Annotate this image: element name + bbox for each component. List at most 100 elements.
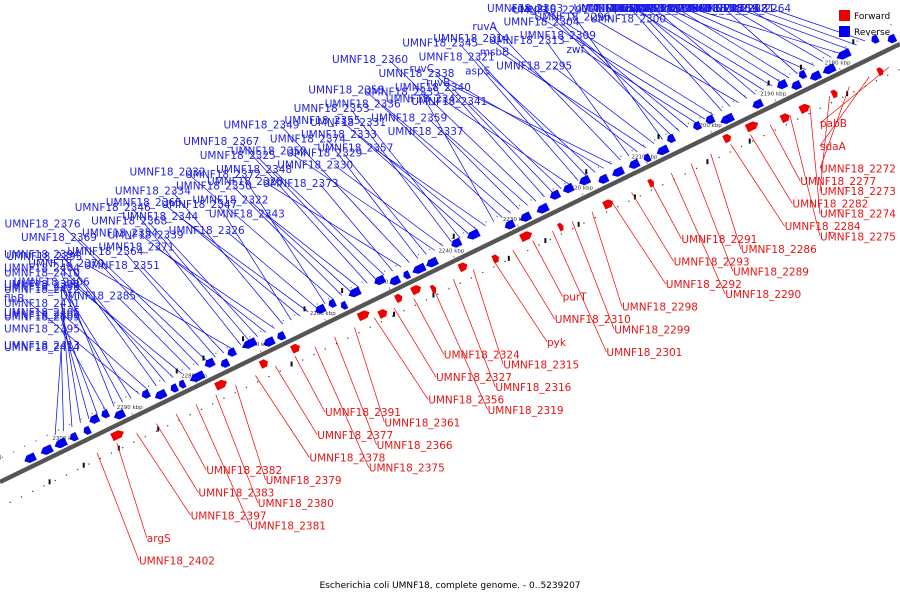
- frame-dot: [440, 243, 442, 245]
- forward-leader-line: [670, 173, 726, 295]
- frame-dot: [538, 244, 540, 246]
- frame-dot: [695, 167, 698, 170]
- reverse-gene-label: UMNF18_2414: [4, 342, 80, 354]
- reverse-gene: [101, 409, 111, 419]
- reverse-gene: [504, 219, 516, 230]
- frame-dot: [110, 452, 113, 454]
- reverse-gene: [520, 211, 533, 222]
- reverse-gene-label: UMNF18_2410: [4, 267, 80, 279]
- forward-leader-line: [393, 307, 437, 378]
- reverse-leader-line: [334, 164, 444, 247]
- frame-dot: [358, 332, 360, 334]
- frame-dot: [631, 150, 633, 152]
- reverse-gene-label: UMNF18_2367: [183, 136, 259, 148]
- reverse-leader-line: [367, 122, 461, 239]
- label-leader-lines: [24, 8, 890, 561]
- kbp-tick-mark: [259, 349, 262, 353]
- reverse-gene: [871, 34, 880, 44]
- forward-gene-label: UMNF18_2377: [317, 430, 393, 442]
- frame-mark: [290, 361, 293, 367]
- frame-dot: [313, 353, 315, 356]
- reverse-leader-line: [724, 8, 798, 75]
- reverse-gene: [114, 409, 127, 420]
- frame-dot: [797, 118, 799, 120]
- frame-dot: [9, 501, 11, 503]
- reverse-gene-label: UMNF18_2353: [294, 103, 370, 115]
- reverse-leader-line: [264, 181, 402, 268]
- frame-dot: [507, 210, 510, 212]
- forward-gene: [876, 67, 884, 77]
- frame-mark: [242, 336, 245, 342]
- reverse-gene-label: UMNF18_2342: [386, 94, 462, 106]
- forward-gene-label: pabB: [820, 118, 847, 130]
- frame-dot: [721, 106, 723, 108]
- forward-gene-label: UMNF18_2361: [384, 417, 460, 429]
- frame-dot: [890, 24, 892, 26]
- reverse-gene-label: UMNF18_2335: [364, 87, 440, 99]
- forward-gene-label: UMNF18_2327: [436, 372, 512, 384]
- reverse-gene-label: UMNF18_2372: [185, 169, 261, 181]
- reverse-leader-line: [542, 8, 714, 116]
- reverse-leader-line: [647, 19, 731, 107]
- forward-gene-label: UMNF18_2324: [444, 349, 520, 361]
- frame-mark: [341, 288, 344, 294]
- reverse-leader-line: [430, 68, 604, 169]
- reverse-leader-line: [240, 141, 368, 284]
- forward-gene-label: UMNF18_2282: [792, 199, 868, 211]
- kbp-tick-mark: [645, 161, 648, 165]
- frame-dot: [605, 211, 608, 213]
- reverse-gene-label: UMNF18_2303: [487, 3, 563, 15]
- frame-mark: [82, 462, 85, 468]
- reverse-gene-label: UMNF18_2376: [5, 218, 81, 230]
- forward-leader-line: [274, 365, 318, 436]
- forward-gene: [779, 113, 790, 124]
- frame-dot: [808, 113, 810, 115]
- kbp-tick-label: 2230 kbp: [503, 217, 529, 223]
- reverse-leader-line: [634, 8, 765, 91]
- frame-dot: [144, 436, 146, 438]
- reverse-leader-line: [669, 8, 807, 71]
- reverse-leader-line: [70, 282, 182, 374]
- reverse-gene: [628, 158, 641, 169]
- frame-dot: [665, 133, 667, 135]
- frame-dot: [122, 447, 124, 449]
- legend-forward-swatch: [839, 10, 850, 21]
- frame-dot: [77, 468, 79, 471]
- reverse-leader-line: [60, 312, 149, 391]
- frame-dot: [766, 84, 768, 86]
- reverse-leader-line: [661, 8, 781, 83]
- reverse-leader-line: [442, 99, 571, 185]
- reverse-gene-label: zwf: [566, 44, 584, 56]
- forward-leader-line: [373, 317, 429, 400]
- reverse-gene-label: UMNF18_2370: [28, 258, 104, 270]
- gene-labels: UMNF18_2264UMNF18_2281UMNF18_2259UMNF18_…: [4, 3, 896, 568]
- reverse-gene: [887, 33, 898, 44]
- reverse-leader-line: [544, 8, 672, 136]
- reverse-gene: [656, 144, 670, 156]
- frame-mark: [157, 426, 160, 432]
- frame-mark: [852, 39, 855, 45]
- reverse-leader-line: [435, 73, 545, 198]
- forward-leader-line: [195, 404, 251, 526]
- frame-dot: [594, 217, 596, 219]
- reverse-gene: [467, 228, 481, 240]
- reverse-gene-label: UMNF18_2271: [621, 3, 697, 15]
- forward-leader-line: [116, 442, 148, 539]
- reverse-gene: [549, 189, 562, 200]
- legend-reverse-label: Reverse: [854, 28, 891, 38]
- reverse-leader-line: [637, 8, 748, 99]
- reverse-leader-line: [343, 153, 427, 255]
- reverse-leader-line: [553, 66, 655, 144]
- reverse-leader-line: [164, 235, 258, 337]
- kbp-tick-mark: [324, 318, 326, 321]
- frame-dot: [732, 100, 735, 103]
- frame-dot: [459, 282, 461, 284]
- frame-dot: [527, 249, 529, 252]
- frame-dot: [519, 204, 521, 207]
- frame-dot: [347, 337, 349, 339]
- forward-gene-label: UMNF18_2381: [250, 520, 326, 532]
- kbp-tick-label: 2300 kbp: [52, 436, 78, 442]
- reverse-gene: [154, 388, 168, 400]
- kbp-tick-label: 2240 kbp: [439, 248, 465, 254]
- reverse-gene: [810, 70, 822, 81]
